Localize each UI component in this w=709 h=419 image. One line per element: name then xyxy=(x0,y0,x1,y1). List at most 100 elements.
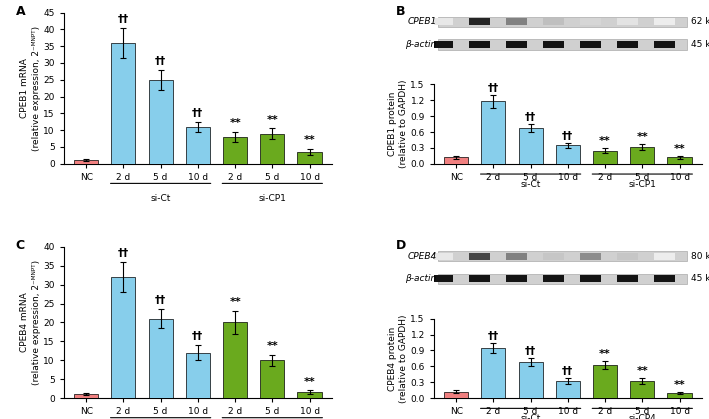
Text: si-CP4: si-CP4 xyxy=(628,414,657,419)
Bar xyxy=(593,150,618,164)
Bar xyxy=(469,18,490,26)
Text: **: ** xyxy=(267,341,278,351)
Bar xyxy=(654,253,676,260)
Y-axis label: CPEB4 protein
(relative to GAPDH): CPEB4 protein (relative to GAPDH) xyxy=(388,314,408,403)
Bar xyxy=(438,39,687,50)
Bar xyxy=(186,353,210,398)
Text: D: D xyxy=(396,239,406,252)
Text: ††: †† xyxy=(118,248,129,258)
Text: 45 kDa: 45 kDa xyxy=(691,40,709,49)
Text: ††: †† xyxy=(192,108,203,118)
Bar xyxy=(580,275,601,282)
Text: C: C xyxy=(16,239,25,252)
Text: **: ** xyxy=(303,377,316,387)
Bar xyxy=(506,41,527,48)
Bar xyxy=(111,277,135,398)
Bar xyxy=(111,43,135,164)
Text: 80 kDa: 80 kDa xyxy=(691,252,709,261)
Text: ††: †† xyxy=(118,14,129,24)
Bar xyxy=(148,80,173,164)
Bar xyxy=(618,253,638,260)
Bar xyxy=(580,253,601,260)
Bar xyxy=(618,275,638,282)
Bar xyxy=(186,127,210,164)
Bar xyxy=(438,274,687,284)
Text: **: ** xyxy=(599,137,611,146)
Text: si-Ct: si-Ct xyxy=(520,414,541,419)
Bar xyxy=(469,275,490,282)
Y-axis label: CPEB4 mRNA
(relative expression, 2⁻ᴹᴺᴾᵀ): CPEB4 mRNA (relative expression, 2⁻ᴹᴺᴾᵀ) xyxy=(21,260,40,385)
Bar xyxy=(654,41,676,48)
Text: si-Ct: si-Ct xyxy=(150,194,171,203)
Text: β-actin: β-actin xyxy=(406,274,437,283)
Bar xyxy=(260,360,284,398)
Text: 62 kDa: 62 kDa xyxy=(691,17,709,26)
Bar xyxy=(618,41,638,48)
Bar xyxy=(438,251,687,261)
Text: **: ** xyxy=(229,118,241,128)
Text: β-actin: β-actin xyxy=(406,40,437,49)
Bar xyxy=(580,18,601,26)
Bar xyxy=(506,253,527,260)
Bar xyxy=(74,394,99,398)
Text: ††: †† xyxy=(525,346,536,356)
Bar xyxy=(469,41,490,48)
Bar xyxy=(444,158,468,164)
Bar xyxy=(469,253,490,260)
Y-axis label: CPEB1 mRNA
(relative expression, 2⁻ᴹᴺᴾᵀ): CPEB1 mRNA (relative expression, 2⁻ᴹᴺᴾᵀ) xyxy=(21,26,40,151)
Text: si-CP1: si-CP1 xyxy=(628,180,657,189)
Y-axis label: CPEB1 protein
(relative to GAPDH): CPEB1 protein (relative to GAPDH) xyxy=(388,80,408,168)
Bar xyxy=(506,18,527,26)
Text: ††: †† xyxy=(562,131,574,141)
Bar xyxy=(630,381,654,398)
Bar xyxy=(543,253,564,260)
Text: CPEB4: CPEB4 xyxy=(407,252,437,261)
Text: **: ** xyxy=(637,132,648,142)
Text: **: ** xyxy=(674,380,686,390)
Bar xyxy=(654,18,676,26)
Bar xyxy=(667,393,692,398)
Text: ††: †† xyxy=(525,111,536,122)
Text: B: B xyxy=(396,5,406,18)
Text: ††: †† xyxy=(155,295,166,305)
Bar xyxy=(481,101,506,164)
Bar xyxy=(593,365,618,398)
Text: si-CP1: si-CP1 xyxy=(258,194,286,203)
Text: ††: †† xyxy=(155,56,166,66)
Bar xyxy=(444,392,468,398)
Bar xyxy=(654,275,676,282)
Bar xyxy=(543,18,564,26)
Bar xyxy=(148,319,173,398)
Bar xyxy=(298,392,322,398)
Bar xyxy=(438,16,687,27)
Bar xyxy=(260,134,284,164)
Bar xyxy=(630,147,654,164)
Bar xyxy=(432,253,453,260)
Bar xyxy=(506,275,527,282)
Bar xyxy=(556,381,580,398)
Bar xyxy=(432,275,453,282)
Text: **: ** xyxy=(229,297,241,308)
Text: ††: †† xyxy=(562,367,574,377)
Text: **: ** xyxy=(674,144,686,154)
Bar xyxy=(223,323,247,398)
Text: A: A xyxy=(16,5,26,18)
Bar xyxy=(518,128,542,164)
Bar xyxy=(543,275,564,282)
Text: **: ** xyxy=(303,135,316,145)
Bar xyxy=(618,18,638,26)
Text: **: ** xyxy=(599,349,611,359)
Bar xyxy=(432,41,453,48)
Bar xyxy=(580,41,601,48)
Text: si-Ct: si-Ct xyxy=(520,180,541,189)
Bar xyxy=(432,18,453,26)
Text: CPEB1: CPEB1 xyxy=(407,17,437,26)
Bar xyxy=(481,348,506,398)
Bar xyxy=(74,160,99,164)
Bar xyxy=(556,145,580,164)
Bar xyxy=(223,137,247,164)
Text: **: ** xyxy=(267,115,278,125)
Text: ††: †† xyxy=(192,331,203,341)
Text: ††: †† xyxy=(488,83,499,93)
Bar xyxy=(298,152,322,164)
